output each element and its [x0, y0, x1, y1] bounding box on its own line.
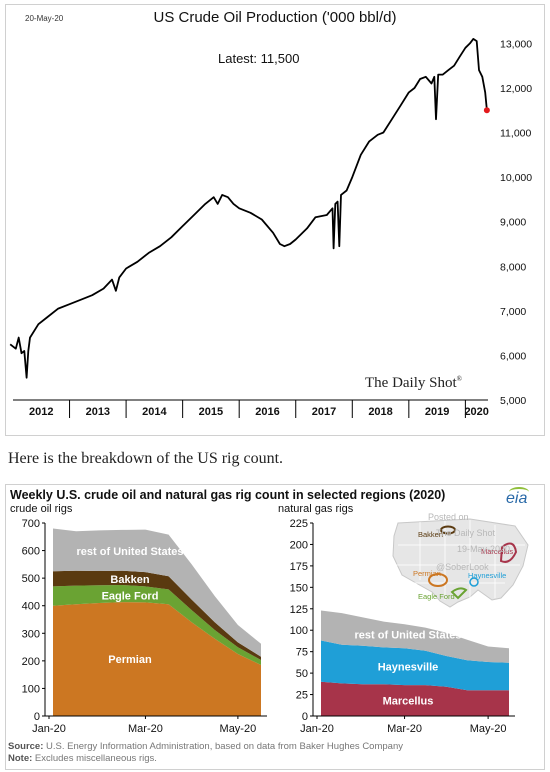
gas-series-label: rest of United States [355, 630, 462, 642]
x-tick-label: 2012 [29, 406, 53, 418]
y-tick-label: 6,000 [500, 350, 526, 362]
us-map-inset: Bakken Marcellus Permian Haynesville Eagle F… [392, 512, 529, 608]
y-tick-label: 7,000 [500, 306, 526, 318]
oil-x-tick-label: Mar-20 [128, 723, 163, 735]
production-chart-title: US Crude Oil Production ('000 bbl/d) [153, 9, 397, 26]
rig-count-caption: Here is the breakdown of the US rig coun… [8, 450, 284, 467]
brand-text: The Daily Shot [365, 375, 457, 391]
gas-series-area [321, 681, 509, 716]
gas-y-tick-label: 150 [290, 582, 308, 594]
source-note: Source: U.S. Energy Information Administ… [8, 741, 403, 752]
oil-x-tick-label: May-20 [220, 723, 257, 735]
watermark-text: @SoberLook [436, 562, 489, 572]
oil-y-tick-label: 0 [34, 711, 40, 723]
rig-count-chart-title: Weekly U.S. crude oil and natural gas ri… [10, 488, 446, 502]
oil-y-tick-label: 300 [22, 628, 40, 640]
oil-x-tick-label: Jan-20 [32, 723, 66, 735]
gas-y-tick-label: 75 [296, 647, 308, 659]
map-region-label: Permian [413, 569, 441, 578]
oil-rigs-axis-label: crude oil rigs [10, 503, 73, 515]
map-region-label: Haynesville [468, 571, 506, 580]
x-tick-label: 2017 [312, 406, 336, 418]
gas-x-tick-label: Jan-20 [300, 723, 334, 735]
eia-logo: eia [506, 490, 528, 507]
oil-y-tick-label: 700 [22, 518, 40, 530]
gas-series-label: Marcellus [383, 696, 434, 708]
gas-y-tick-label: 200 [290, 539, 308, 551]
latest-annotation: Latest: 11,500 [218, 51, 300, 66]
watermark-text: Posted on [428, 512, 469, 522]
eagle-ford-region-outline [450, 587, 468, 600]
gas-x-tick-label: May-20 [470, 723, 507, 735]
oil-y-tick-label: 500 [22, 573, 40, 585]
oil-series-area [53, 528, 261, 657]
production-chart-panel [5, 4, 545, 436]
eia-logo-arc [509, 487, 529, 497]
y-tick-label: 11,000 [500, 128, 531, 140]
haynesville-region-outline [469, 577, 479, 587]
source-label: Source: [8, 741, 44, 752]
gas-y-tick-label: 50 [296, 668, 308, 680]
oil-y-tick-label: 400 [22, 601, 40, 613]
brand-registered-mark: ® [456, 375, 462, 383]
x-tick-label: 2018 [368, 406, 392, 418]
watermark-text: The Daily Shot [436, 528, 496, 538]
gas-series-area [321, 640, 509, 691]
x-tick-label: 2016 [255, 406, 279, 418]
y-tick-label: 12,000 [500, 83, 532, 95]
gas-series-label: Haynesville [378, 662, 439, 674]
x-tick-label: 2019 [425, 406, 449, 418]
oil-series-label: Permian [108, 654, 152, 666]
gas-x-tick-label: Mar-20 [387, 723, 422, 735]
map-region-label: Eagle Ford [418, 592, 455, 601]
production-line-chart: 5,000 6,000 7,000 8,000 9,000 10,000 11,000 12,… [9, 38, 532, 418]
y-tick-label: 5,000 [500, 395, 526, 407]
marcellus-region-outline [499, 542, 518, 563]
chart-date: 20-May-20 [25, 14, 64, 23]
oil-y-tick-label: 600 [22, 546, 40, 558]
note-text: Excludes miscellaneous rigs. [32, 753, 157, 764]
gas-y-tick-label: 175 [290, 561, 308, 573]
oil-y-tick-label: 200 [22, 656, 40, 668]
gas-y-tick-label: 225 [290, 518, 308, 530]
gas-y-tick-label: 100 [290, 625, 308, 637]
gas-y-tick-label: 25 [296, 690, 308, 702]
y-tick-label: 9,000 [500, 217, 526, 229]
gas-rigs-axis-label: natural gas rigs [278, 503, 354, 515]
oil-series-area [53, 585, 261, 665]
y-tick-label: 13,000 [500, 38, 532, 50]
bakken-region-outline [440, 525, 456, 535]
note-label: Note: [8, 753, 33, 764]
production-series-line [9, 38, 488, 379]
gas-series-area [321, 610, 509, 663]
permian-region-outline [428, 573, 448, 587]
oil-series-label: rest of United States [77, 546, 184, 558]
y-tick-label: 10,000 [500, 172, 532, 184]
latest-point-marker [483, 107, 490, 114]
x-tick-label: 2013 [86, 406, 110, 418]
oil-series-label: Bakken [110, 574, 149, 586]
daily-shot-brand: The Daily Shot® [365, 375, 462, 392]
y-tick-label: 8,000 [500, 261, 526, 273]
gas-y-tick-label: 0 [302, 711, 308, 723]
oil-series-area [53, 602, 261, 716]
x-tick-label: 2015 [199, 406, 223, 418]
x-tick-label: 2014 [142, 406, 167, 418]
map-region-label: Marcellus [481, 547, 513, 556]
gas-y-tick-label: 125 [290, 604, 308, 616]
watermark-text: 19-May-2020 [457, 544, 510, 554]
source-text: U.S. Energy Information Administration, … [43, 741, 403, 752]
x-tick-label: 2020 [464, 406, 488, 418]
oil-y-tick-label: 100 [22, 683, 40, 695]
map-region-label: Bakken [418, 530, 443, 539]
excludes-note: Note: Excludes miscellaneous rigs. [8, 753, 157, 764]
oil-series-label: Eagle Ford [102, 591, 159, 603]
oil-series-area [53, 570, 261, 660]
